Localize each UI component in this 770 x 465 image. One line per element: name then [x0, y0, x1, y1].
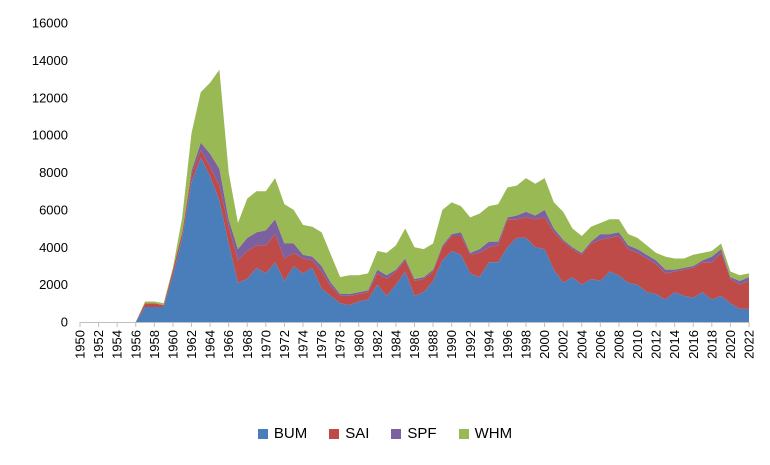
- x-tick-label: 1956: [128, 330, 143, 359]
- legend-swatch: [329, 428, 340, 439]
- legend-label: SPF: [407, 425, 437, 442]
- x-tick-label: 2006: [593, 330, 608, 359]
- x-tick-label: 1982: [370, 330, 385, 359]
- legend-label: WHM: [474, 425, 513, 442]
- x-tick-label: 1978: [333, 330, 348, 359]
- x-axis-ticks: 1950 1952 1954 1956 1958 1960 1962 1964 1966 1968…: [73, 322, 757, 359]
- x-tick-label: 1980: [351, 330, 366, 359]
- x-tick-label: 2022: [742, 330, 757, 359]
- series-area-bum: [80, 157, 749, 322]
- x-tick-label: 2002: [556, 330, 571, 359]
- legend-label: SAI: [345, 425, 370, 442]
- x-tick-label: 2014: [667, 330, 682, 359]
- x-tick-label: 1988: [426, 330, 441, 359]
- y-tick-label: 10000: [32, 128, 68, 143]
- legend-item-bum: BUM: [257, 425, 308, 442]
- x-tick-label: 1984: [388, 330, 403, 359]
- y-axis-ticks: 0 2000 4000 6000 8000 10000 12000 14000 16000: [32, 16, 68, 330]
- x-tick-label: 2008: [611, 330, 626, 359]
- y-tick-label: 8000: [39, 165, 68, 180]
- legend-swatch: [257, 428, 268, 439]
- x-tick-label: 1976: [314, 330, 329, 359]
- x-tick-label: 1996: [500, 330, 515, 359]
- legend: BUM SAI SPF WHM: [0, 425, 770, 442]
- legend-item-whm: WHM: [458, 425, 513, 442]
- x-tick-label: 1990: [444, 330, 459, 359]
- legend-swatch: [391, 428, 402, 439]
- x-tick-label: 1954: [110, 330, 125, 359]
- area-chart: 0 2000 4000 6000 8000 10000 12000 14000 16000 19…: [32, 16, 757, 359]
- y-tick-label: 14000: [32, 53, 68, 68]
- x-tick-label: 1998: [519, 330, 534, 359]
- x-tick-label: 2020: [723, 330, 738, 359]
- y-tick-label: 6000: [39, 202, 68, 217]
- x-tick-label: 1992: [463, 330, 478, 359]
- stacked-areas: [80, 69, 749, 322]
- x-tick-label: 2004: [574, 330, 589, 359]
- x-tick-label: 1958: [147, 330, 162, 359]
- legend-label: BUM: [273, 425, 308, 442]
- x-tick-label: 2010: [630, 330, 645, 359]
- x-tick-label: 1964: [203, 330, 218, 359]
- x-tick-label: 1968: [240, 330, 255, 359]
- x-tick-label: 1960: [165, 330, 180, 359]
- x-tick-label: 1952: [91, 330, 106, 359]
- legend-swatch: [458, 428, 469, 439]
- x-tick-label: 1966: [221, 330, 236, 359]
- y-tick-label: 0: [61, 315, 68, 330]
- y-tick-label: 12000: [32, 90, 68, 105]
- x-tick-label: 1994: [481, 330, 496, 359]
- y-tick-label: 4000: [39, 240, 68, 255]
- x-tick-label: 2000: [537, 330, 552, 359]
- x-tick-label: 2012: [649, 330, 664, 359]
- x-tick-label: 1974: [296, 330, 311, 359]
- x-tick-label: 1972: [277, 330, 292, 359]
- x-tick-label: 1962: [184, 330, 199, 359]
- series-area-sai: [80, 150, 749, 322]
- x-tick-label: 2018: [704, 330, 719, 359]
- x-tick-label: 1970: [258, 330, 273, 359]
- x-tick-label: 1986: [407, 330, 422, 359]
- series-area-whm: [80, 69, 749, 322]
- legend-item-spf: SPF: [391, 425, 437, 442]
- legend-item-sai: SAI: [329, 425, 369, 442]
- y-tick-label: 2000: [39, 277, 68, 292]
- x-tick-label: 2016: [686, 330, 701, 359]
- x-tick-label: 1950: [73, 330, 88, 359]
- y-tick-label: 16000: [32, 16, 68, 31]
